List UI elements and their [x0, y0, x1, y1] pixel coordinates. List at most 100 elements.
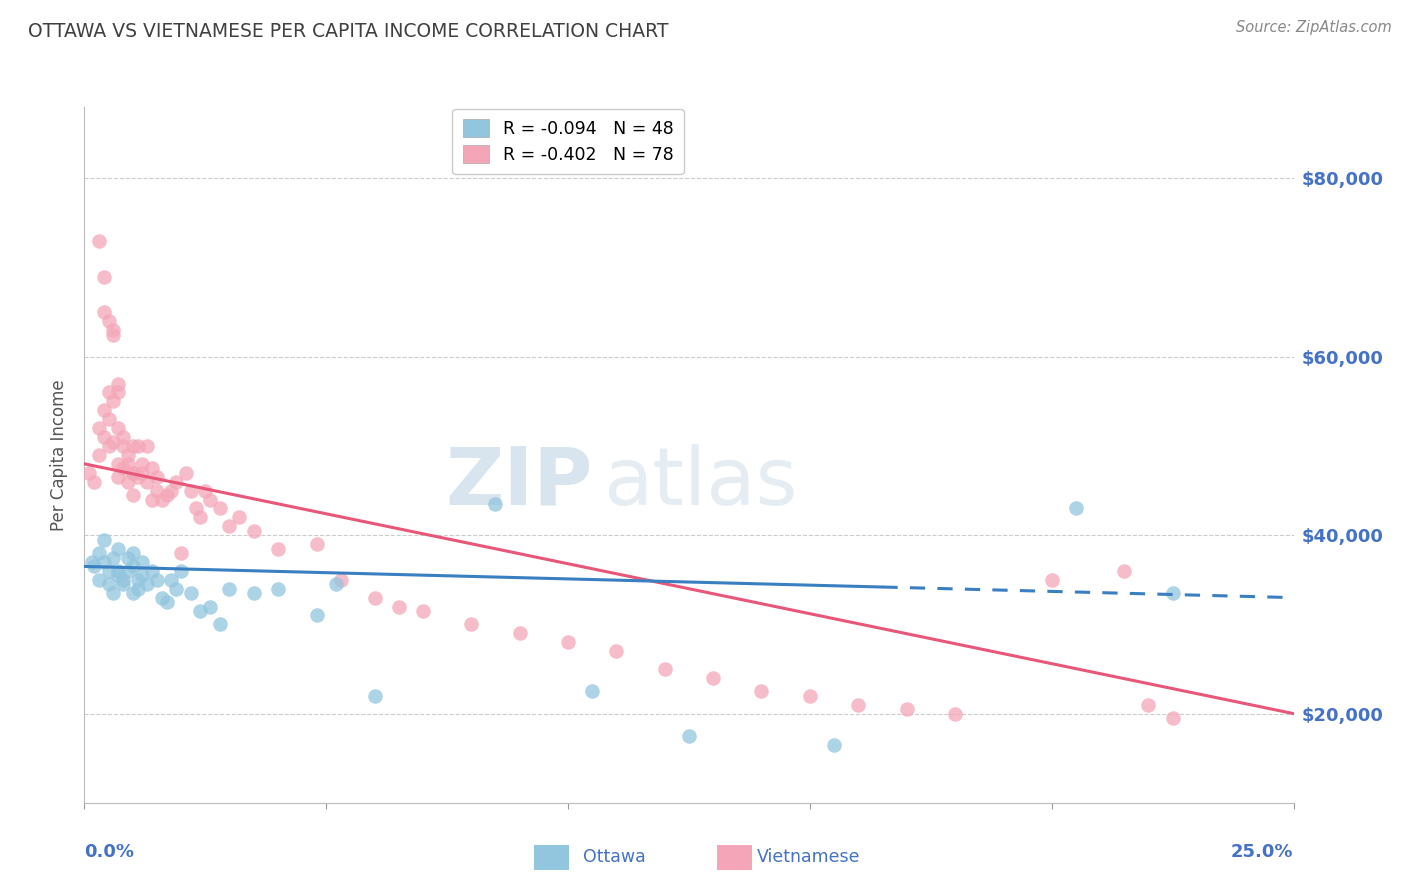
Point — [194, 483, 217, 498]
Point — [460, 617, 482, 632]
Point — [112, 573, 135, 587]
Point — [136, 439, 159, 453]
Point — [97, 412, 120, 426]
Point — [388, 599, 411, 614]
Point — [121, 559, 143, 574]
Point — [83, 475, 105, 489]
Point — [103, 586, 125, 600]
Point — [267, 541, 290, 556]
Point — [329, 573, 352, 587]
Point — [581, 684, 603, 698]
Point — [363, 591, 385, 605]
Point — [208, 501, 231, 516]
Point — [112, 439, 135, 453]
Point — [127, 470, 149, 484]
Point — [1137, 698, 1160, 712]
Point — [87, 421, 110, 435]
Point — [155, 595, 177, 609]
Point — [112, 430, 135, 444]
Point — [325, 577, 347, 591]
Point — [218, 582, 240, 596]
Point — [87, 448, 110, 462]
Point — [93, 430, 115, 444]
Point — [103, 434, 125, 449]
Point — [136, 577, 159, 591]
Point — [103, 394, 125, 409]
Point — [146, 573, 169, 587]
Point — [77, 466, 100, 480]
Point — [93, 305, 115, 319]
Text: Vietnamese: Vietnamese — [756, 848, 860, 866]
Point — [184, 501, 207, 516]
Point — [131, 568, 153, 582]
Point — [107, 564, 129, 578]
Point — [121, 466, 143, 480]
Point — [121, 466, 143, 480]
Point — [174, 466, 197, 480]
Point — [87, 234, 110, 248]
Point — [97, 564, 120, 578]
Point — [97, 439, 120, 453]
Point — [131, 555, 153, 569]
Legend: R = -0.094   N = 48, R = -0.402   N = 78: R = -0.094 N = 48, R = -0.402 N = 78 — [453, 109, 683, 174]
Point — [117, 550, 139, 565]
Point — [751, 684, 773, 698]
Point — [127, 582, 149, 596]
Point — [896, 702, 918, 716]
Point — [83, 559, 105, 574]
Point — [107, 470, 129, 484]
Point — [107, 376, 129, 391]
Point — [1114, 564, 1136, 578]
Point — [208, 617, 231, 632]
Point — [93, 403, 115, 417]
Point — [107, 568, 129, 582]
Point — [131, 466, 153, 480]
Point — [121, 488, 143, 502]
Point — [1161, 586, 1184, 600]
Point — [605, 644, 627, 658]
Point — [127, 439, 149, 453]
Point — [107, 541, 129, 556]
Point — [127, 573, 149, 587]
Point — [141, 492, 163, 507]
Point — [170, 564, 193, 578]
Point — [305, 608, 328, 623]
Point — [799, 689, 821, 703]
Point — [131, 457, 153, 471]
Point — [121, 546, 143, 560]
Point — [242, 586, 264, 600]
Text: ZIP: ZIP — [444, 443, 592, 522]
Text: Source: ZipAtlas.com: Source: ZipAtlas.com — [1236, 20, 1392, 35]
Point — [87, 546, 110, 560]
Point — [87, 573, 110, 587]
Text: OTTAWA VS VIETNAMESE PER CAPITA INCOME CORRELATION CHART: OTTAWA VS VIETNAMESE PER CAPITA INCOME C… — [28, 22, 669, 41]
Point — [146, 470, 169, 484]
Point — [509, 626, 531, 640]
Point — [103, 550, 125, 565]
Point — [93, 269, 115, 284]
Point — [702, 671, 724, 685]
Point — [117, 475, 139, 489]
Point — [103, 323, 125, 337]
Point — [846, 698, 869, 712]
Point — [678, 729, 700, 743]
Point — [198, 492, 221, 507]
Point — [150, 492, 173, 507]
Point — [107, 457, 129, 471]
Point — [112, 461, 135, 475]
Point — [97, 314, 120, 328]
Point — [305, 537, 328, 551]
Point — [107, 421, 129, 435]
Point — [117, 564, 139, 578]
Point — [107, 385, 129, 400]
Point — [136, 475, 159, 489]
Text: 25.0%: 25.0% — [1232, 843, 1294, 861]
Y-axis label: Per Capita Income: Per Capita Income — [51, 379, 69, 531]
Text: Ottawa: Ottawa — [583, 848, 647, 866]
Point — [823, 738, 845, 752]
Point — [97, 577, 120, 591]
Point — [117, 448, 139, 462]
Point — [267, 582, 290, 596]
Point — [228, 510, 250, 524]
Point — [198, 599, 221, 614]
